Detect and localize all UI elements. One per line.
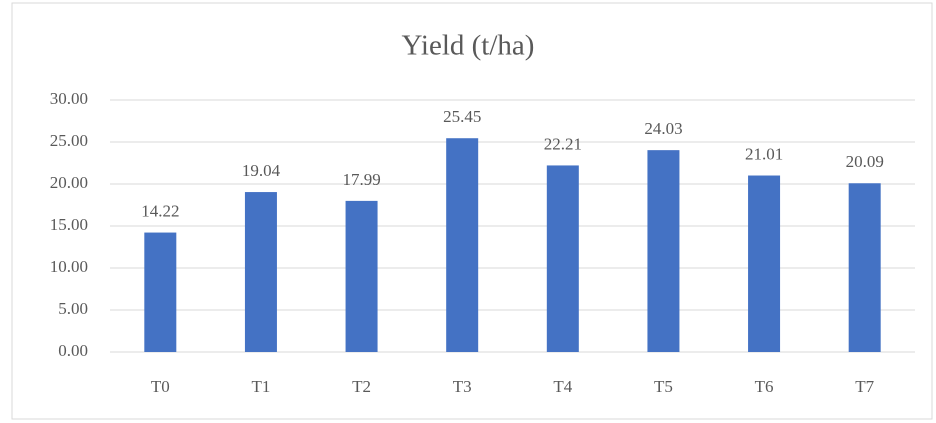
- bar: [144, 232, 177, 352]
- data-label: 17.99: [342, 170, 380, 189]
- chart-title: Yield (t/ha): [402, 30, 535, 62]
- data-label: 20.09: [846, 152, 884, 171]
- bar: [848, 183, 881, 352]
- y-tick-label: 15.00: [50, 215, 88, 234]
- x-tick-label: T4: [553, 377, 572, 396]
- data-label: 14.22: [141, 201, 179, 220]
- data-label: 19.04: [242, 161, 281, 180]
- bar: [244, 192, 277, 352]
- data-label: 24.03: [644, 119, 682, 138]
- bar: [446, 138, 479, 352]
- y-tick-label: 20.00: [50, 173, 88, 192]
- x-tick-label: T6: [755, 377, 774, 396]
- data-label: 25.45: [443, 107, 481, 126]
- bar: [345, 200, 378, 352]
- y-tick-label: 10.00: [50, 257, 88, 276]
- bar: [647, 150, 680, 352]
- y-tick-label: 0.00: [58, 341, 88, 360]
- y-tick-label: 25.00: [50, 131, 88, 150]
- x-tick-label: T7: [855, 377, 874, 396]
- x-tick-label: T5: [654, 377, 673, 396]
- bar: [546, 165, 579, 352]
- y-tick-label: 30.00: [50, 89, 88, 108]
- x-tick-label: T1: [251, 377, 270, 396]
- bar: [748, 175, 781, 352]
- data-label: 21.01: [745, 144, 783, 163]
- x-tick-label: T2: [352, 377, 371, 396]
- y-tick-label: 5.00: [58, 299, 88, 318]
- x-tick-label: T3: [453, 377, 472, 396]
- data-label: 22.21: [544, 134, 582, 153]
- x-tick-label: T0: [151, 377, 170, 396]
